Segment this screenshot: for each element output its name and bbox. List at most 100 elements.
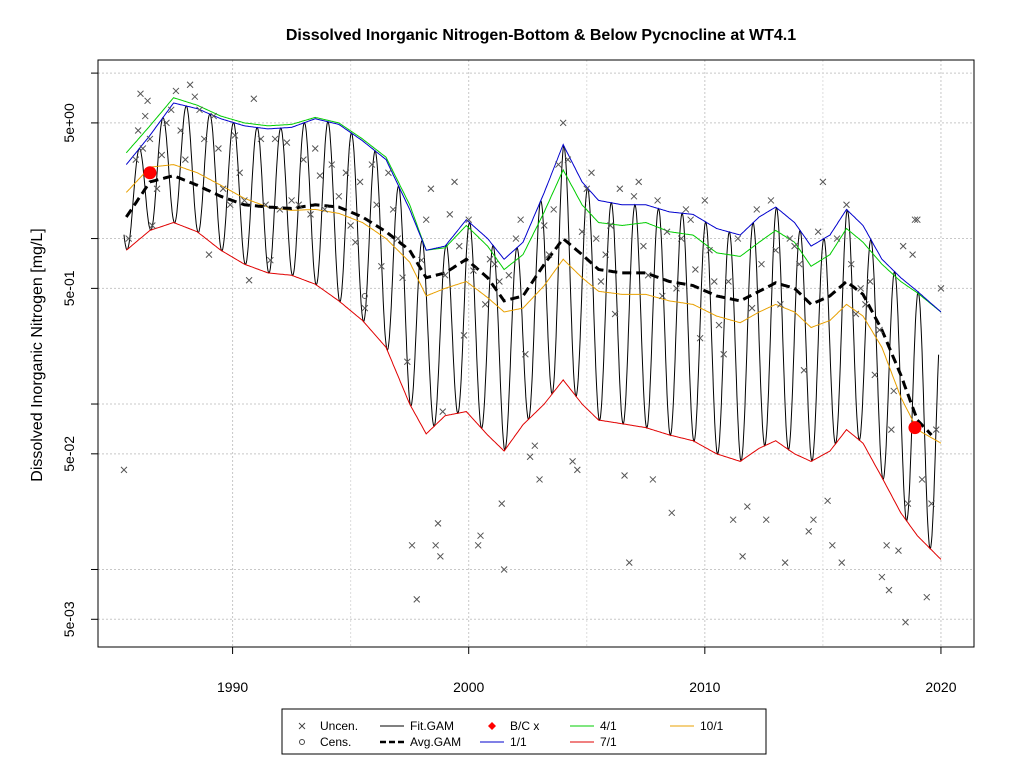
uncensored-point-stroke: [403, 358, 411, 366]
uncensored-point-stroke: [505, 271, 513, 279]
uncensored-point: [352, 238, 359, 246]
uncensored-point-stroke: [805, 527, 813, 535]
uncensored-point-stroke: [177, 127, 184, 134]
uncensored-point-stroke: [182, 156, 189, 163]
uncensored-point: [824, 497, 831, 505]
legend-label: 4/1: [600, 719, 617, 733]
uncensored-point: [743, 503, 751, 510]
uncensored-point-stroke: [810, 516, 817, 524]
uncensored-point: [701, 197, 709, 204]
uncensored-point-stroke: [137, 90, 144, 98]
uncensored-point-stroke: [762, 516, 770, 524]
uncensored-point-stroke: [895, 547, 902, 554]
uncensored-point: [911, 216, 919, 224]
uncensored-point-stroke: [800, 366, 808, 374]
uncensored-point: [786, 235, 794, 242]
uncensored-point-stroke: [913, 216, 921, 224]
uncensored-point: [134, 127, 142, 134]
legend-item: 1/1: [480, 735, 527, 749]
uncensored-point: [460, 332, 468, 339]
uncensored-point-stroke: [134, 127, 142, 134]
x-axis: 1990 2000 2010 2020: [217, 647, 957, 695]
uncensored-point: [311, 145, 319, 152]
uncensored-point-stroke: [597, 278, 605, 285]
uncensored-point-stroke: [871, 371, 879, 379]
uncensored-point: [219, 185, 227, 193]
uncensored-point-stroke: [486, 255, 494, 263]
legend-item: Uncen.: [298, 719, 358, 733]
uncensored-point-stroke: [474, 541, 482, 549]
uncensored-point-stroke: [481, 301, 489, 308]
uncensored-point-stroke: [890, 387, 898, 395]
uncensored-point-stroke: [465, 216, 473, 224]
uncensored-point-stroke: [200, 135, 208, 143]
uncensored-point-stroke: [441, 271, 449, 279]
uncensored-point-stroke: [819, 178, 827, 186]
uncensored-point: [550, 206, 558, 213]
uncensored-point: [271, 135, 279, 143]
uncensored-point: [805, 527, 813, 535]
uncensored-point: [517, 216, 525, 224]
uncensored-point: [496, 278, 503, 285]
uncensored-point: [241, 197, 248, 204]
uncensored-point-stroke: [911, 216, 919, 224]
uncensored-point: [321, 206, 329, 213]
uncensored-point: [455, 242, 463, 250]
uncensored-point-stroke: [321, 206, 329, 213]
uncensored-point: [418, 256, 425, 264]
uncensored-point-stroke: [564, 156, 572, 163]
avg-gam-line: [125, 174, 933, 437]
uncensored-point-stroke: [377, 262, 385, 270]
uncensored-point-stroke: [649, 476, 657, 483]
uncensored-point-stroke: [857, 285, 865, 292]
uncensored-point-stroke: [888, 426, 895, 434]
uncensored-point-stroke: [578, 228, 586, 236]
uncensored-point-stroke: [139, 145, 147, 152]
uncensored-point: [437, 553, 444, 560]
uncensored-point-stroke: [583, 185, 591, 193]
uncensored-point: [137, 90, 144, 98]
uncensored-point: [607, 222, 614, 229]
uncensored-point: [654, 197, 661, 204]
uncensored-point: [658, 292, 666, 300]
y-tick-label: 5e-02: [61, 436, 77, 472]
uncensored-point: [427, 185, 435, 193]
uncensored-point-stroke: [512, 235, 520, 242]
uncensored-point: [573, 466, 581, 474]
uncensored-point: [871, 371, 879, 379]
uncensored-point: [828, 541, 836, 549]
uncensored-point-stroke: [899, 242, 907, 250]
uncensored-point-stroke: [588, 169, 595, 177]
grid: [98, 60, 974, 647]
uncensored-point-stroke: [918, 476, 926, 483]
line-7-1: [125, 221, 942, 560]
uncensored-point-stroke: [342, 169, 350, 177]
uncensored-point: [283, 139, 291, 146]
uncensored-point-stroke: [132, 156, 140, 163]
legend-item: 10/1: [670, 719, 724, 733]
legend-label: Cens.: [320, 735, 351, 749]
uncensored-point: [918, 476, 926, 483]
uncensored-point: [288, 197, 295, 204]
uncensored-point: [498, 500, 506, 507]
legend-label: B/C x: [510, 719, 539, 733]
uncensored-point-stroke: [607, 222, 614, 229]
uncensored-point-stroke: [559, 119, 567, 127]
uncensored-point: [446, 211, 454, 218]
legend-symbol: [298, 722, 306, 730]
uncensored-point-stroke: [517, 216, 525, 224]
uncensored-point-stroke: [883, 541, 890, 549]
uncensored-point: [342, 169, 350, 177]
uncensored-point-stroke: [373, 201, 380, 209]
plot-area: [120, 81, 945, 626]
uncensored-point: [663, 228, 671, 236]
uncensored-point: [888, 426, 895, 434]
uncensored-point-stroke: [368, 161, 376, 168]
uncensored-point-stroke: [715, 321, 723, 329]
uncensored-point: [795, 260, 803, 268]
uncensored-point: [895, 547, 902, 554]
uncensored-point-stroke: [439, 408, 447, 415]
uncensored-point: [385, 169, 392, 177]
uncensored-point: [432, 541, 440, 549]
uncensored-point-stroke: [356, 178, 364, 186]
